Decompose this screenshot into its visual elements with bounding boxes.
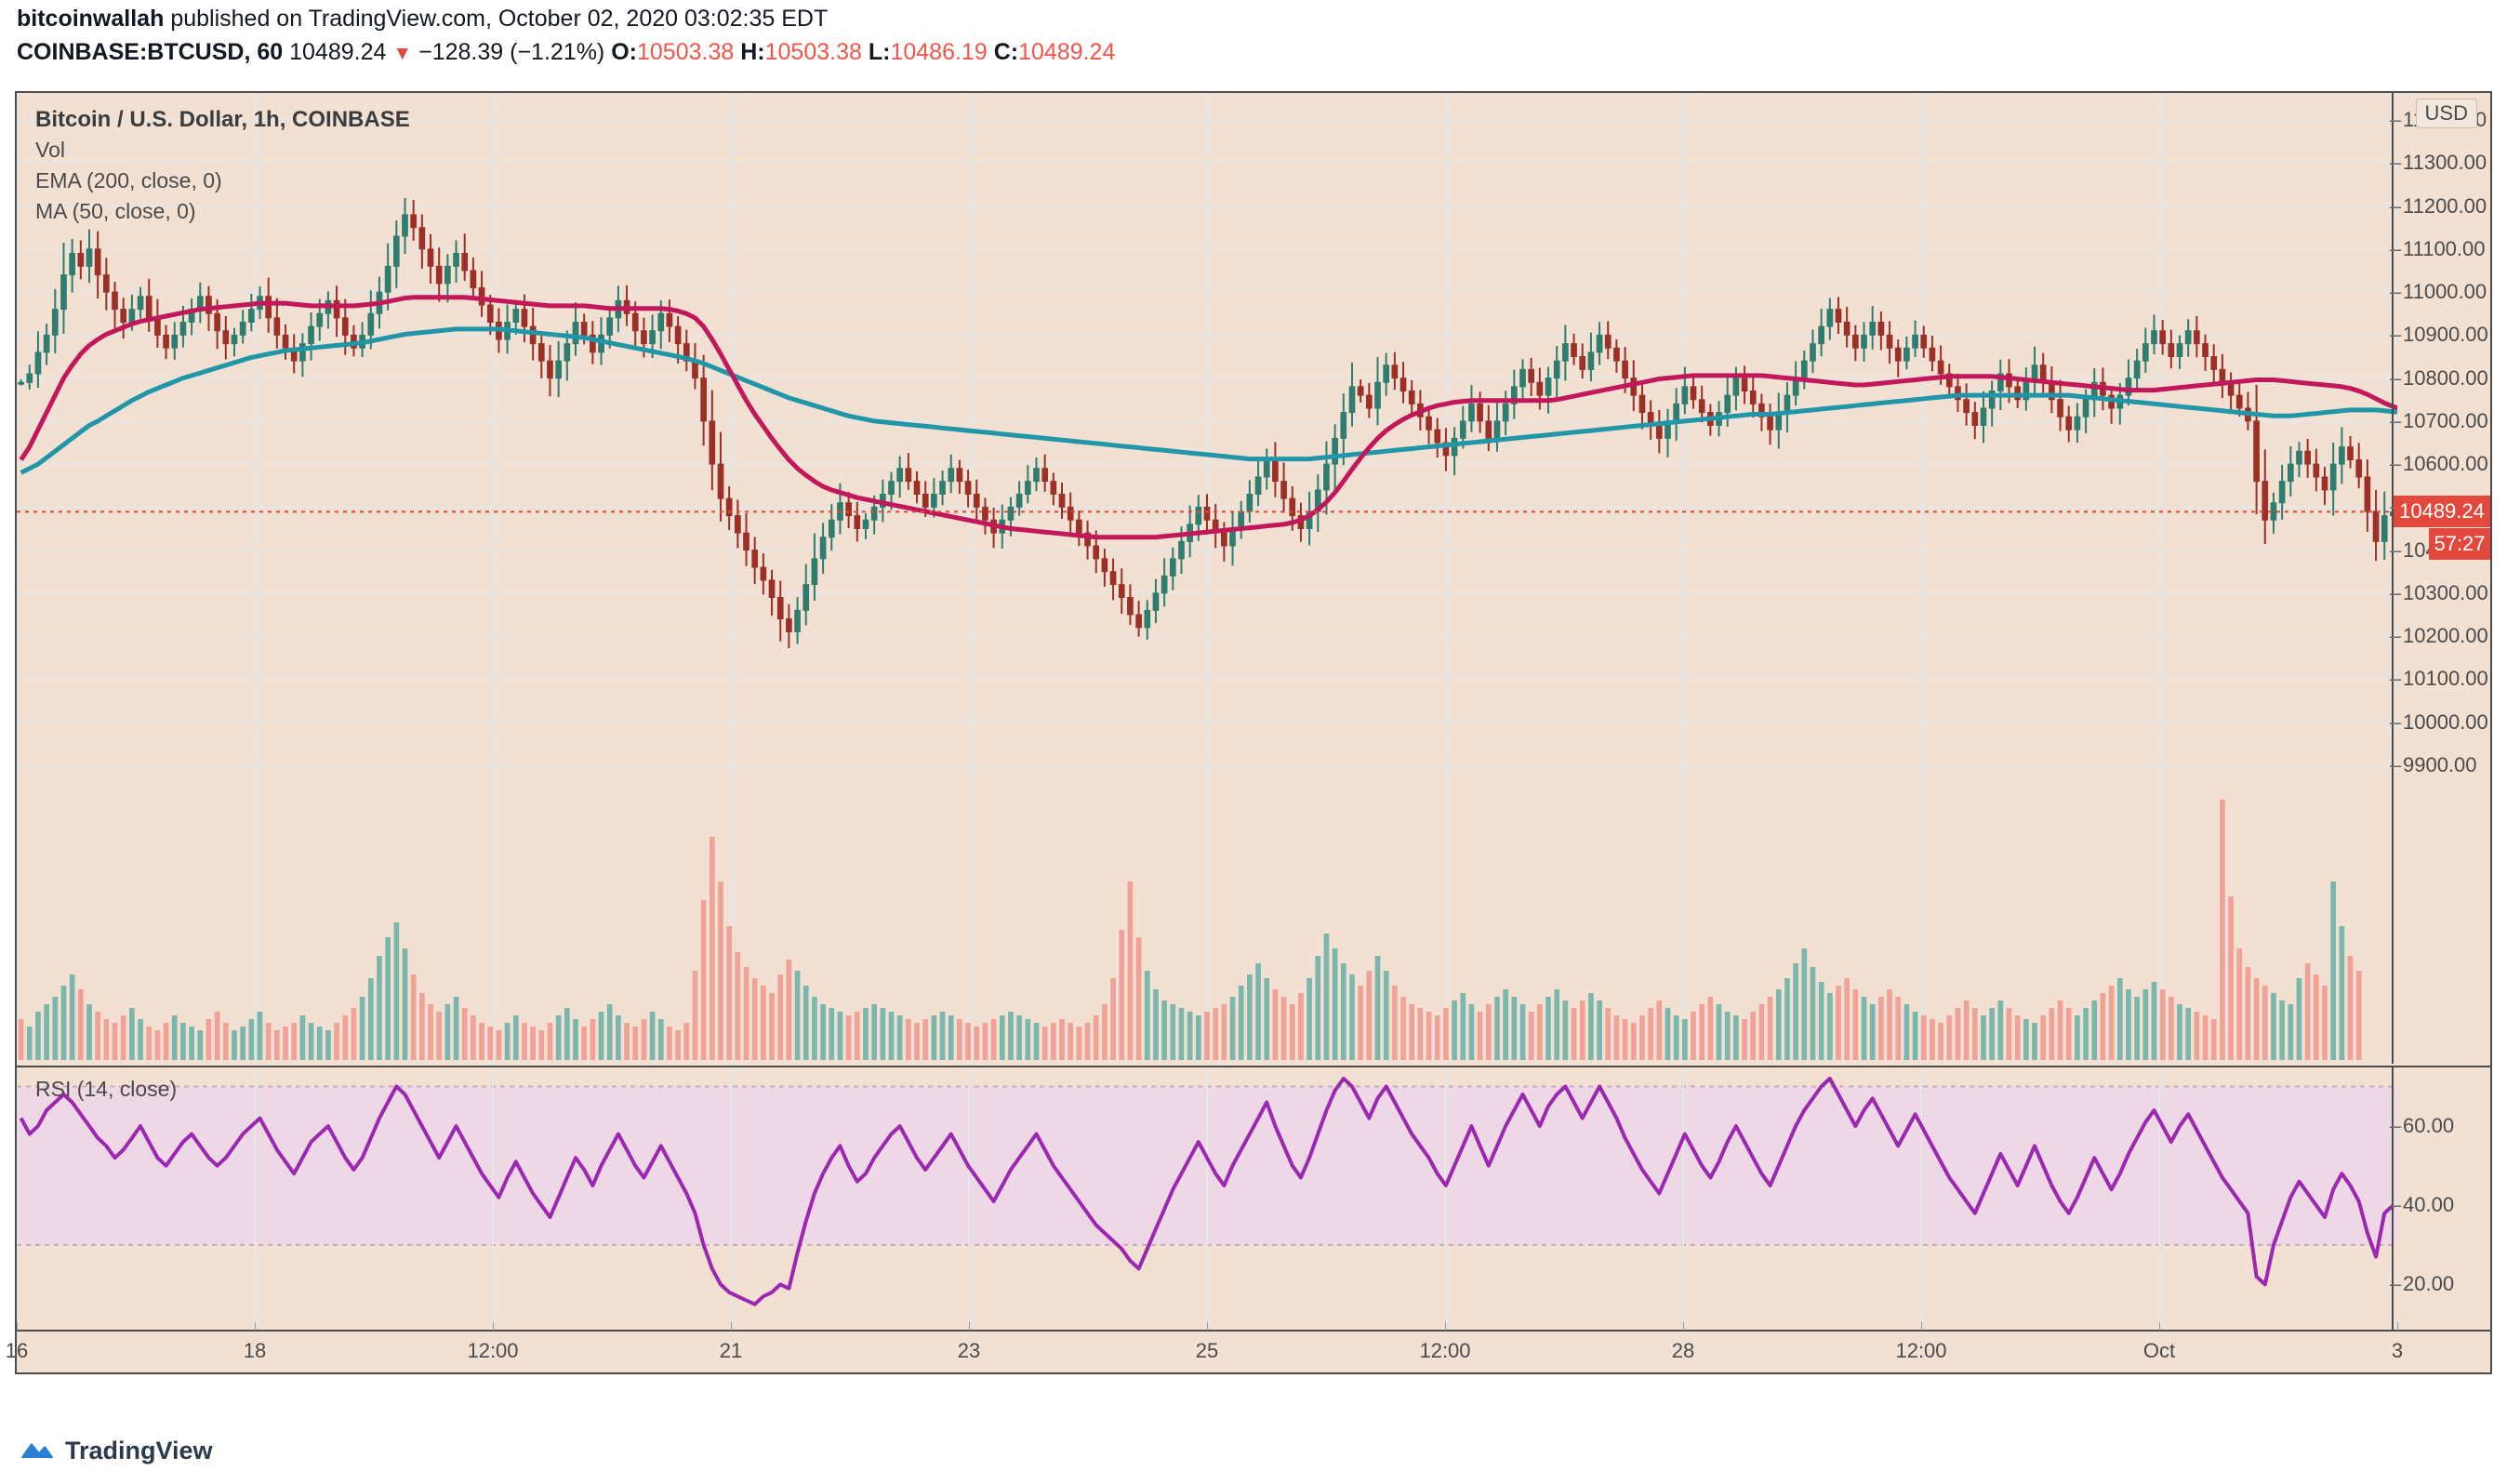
time-axis[interactable]: 16 18 12:00 21 23 25 12:00 28 12:00 Oct 3 — [6, 1322, 2490, 1372]
time-tick-mark — [731, 1322, 732, 1331]
last-price: 10489.24 — [289, 39, 387, 65]
open-value: 10503.38 — [637, 39, 735, 65]
ema-legend: EMA (200, close, 0) — [35, 168, 222, 192]
rsi-axis-tick: 60.00 — [2390, 1114, 2454, 1138]
time-axis-tick: Oct — [2142, 1339, 2176, 1362]
close-label: C: — [993, 39, 1019, 65]
price-axis-tick: 10100.00 — [2390, 667, 2488, 691]
tradingview-brand: TradingView — [65, 1437, 213, 1464]
tradingview-logo: TradingView — [20, 1437, 213, 1465]
time-tick-mark — [493, 1322, 494, 1331]
time-axis-tick: 12:00 — [1419, 1339, 1471, 1362]
chart-title: Bitcoin / U.S. Dollar, 1h, COINBASE — [35, 107, 410, 132]
rsi-legend: RSI (14, close) — [35, 1077, 178, 1101]
price-axis-tick: 10200.00 — [2390, 624, 2488, 648]
symbol-label: COINBASE:BTCUSD, 60 — [17, 39, 284, 65]
tradingview-logo-icon — [20, 1443, 54, 1459]
time-tick-mark — [969, 1322, 970, 1331]
close-value: 10489.24 — [1018, 39, 1116, 65]
price-pane[interactable]: Bitcoin / U.S. Dollar, 1h, COINBASE Vol … — [17, 93, 2490, 1064]
chart-frame[interactable]: Bitcoin / U.S. Dollar, 1h, COINBASE Vol … — [6, 91, 2492, 1374]
price-axis-tick: 11200.00 — [2390, 194, 2487, 219]
rsi-axis-tick: 20.00 — [2390, 1272, 2454, 1296]
price-axis-tick: 11000.00 — [2390, 280, 2487, 304]
open-label: O: — [611, 39, 637, 65]
price-axis-tick: 10000.00 — [2390, 710, 2488, 735]
symbol-ohlc-line: COINBASE:BTCUSD, 60 10489.24 ▼ −128.39 (… — [17, 39, 1115, 66]
time-axis-tick: 23 — [957, 1339, 981, 1362]
time-tick-mark — [255, 1322, 256, 1331]
time-tick-mark — [2397, 1322, 2398, 1331]
time-tick-mark — [1207, 1322, 1208, 1331]
time-axis-tick: 18 — [243, 1339, 267, 1362]
price-axis-tick: 10300.00 — [2390, 581, 2488, 605]
price-axis-tick: 10600.00 — [2390, 452, 2488, 476]
time-axis-tick: 21 — [719, 1339, 743, 1362]
price-axis-tick: 10700.00 — [2390, 409, 2488, 433]
publication-line: bitcoinwallah published on TradingView.c… — [17, 6, 828, 33]
time-axis-tick: 12:00 — [1895, 1339, 1947, 1362]
currency-badge: USD — [2415, 99, 2477, 128]
high-label: H: — [740, 39, 765, 65]
price-plot — [17, 93, 2397, 1064]
time-tick-mark — [2159, 1322, 2160, 1331]
time-tick-mark — [17, 1322, 18, 1331]
low-label: L: — [868, 39, 891, 65]
time-axis-tick: 3 — [2391, 1339, 2404, 1362]
author-name: bitcoinwallah — [17, 6, 165, 32]
countdown-badge: 57:27 — [2429, 528, 2490, 561]
rsi-axis[interactable]: 60.00 40.00 20.00 — [2390, 1067, 2490, 1335]
price-axis-tick: 11100.00 — [2390, 237, 2485, 261]
price-axis-tick: 11300.00 — [2390, 151, 2487, 175]
rsi-pane[interactable]: RSI (14, close) 60.00 40.00 20.00 — [17, 1066, 2490, 1335]
time-axis-tick: 28 — [1671, 1339, 1695, 1362]
time-axis-tick: 16 — [5, 1339, 29, 1362]
rsi-axis-tick: 40.00 — [2390, 1193, 2454, 1217]
high-value: 10503.38 — [764, 39, 862, 65]
time-tick-mark — [1921, 1322, 1922, 1331]
rsi-plot — [17, 1067, 2397, 1335]
price-pane-legend: Bitcoin / U.S. Dollar, 1h, COINBASE Vol … — [35, 104, 410, 227]
time-axis-tick: 25 — [1195, 1339, 1219, 1362]
time-axis-tick: 12:00 — [467, 1339, 519, 1362]
published-text: published on TradingView.com, October 02… — [170, 6, 829, 32]
volume-legend: Vol — [35, 138, 65, 162]
price-axis-tick: 10800.00 — [2390, 366, 2488, 391]
time-tick-mark — [1445, 1322, 1446, 1331]
last-price-badge: 10489.24 — [2394, 496, 2490, 528]
price-axis-tick: 9900.00 — [2390, 753, 2476, 777]
time-tick-mark — [1683, 1322, 1684, 1331]
change-absolute: −128.39 — [418, 39, 504, 65]
price-axis[interactable]: USD 11400.0011300.0011200.0011100.001100… — [2390, 93, 2490, 1064]
ma-legend: MA (50, close, 0) — [35, 199, 196, 223]
low-value: 10486.19 — [890, 39, 988, 65]
change-down-arrow-icon: ▼ — [392, 43, 413, 64]
price-axis-tick: 10900.00 — [2390, 323, 2488, 347]
change-percent: (−1.21%) — [510, 39, 605, 65]
